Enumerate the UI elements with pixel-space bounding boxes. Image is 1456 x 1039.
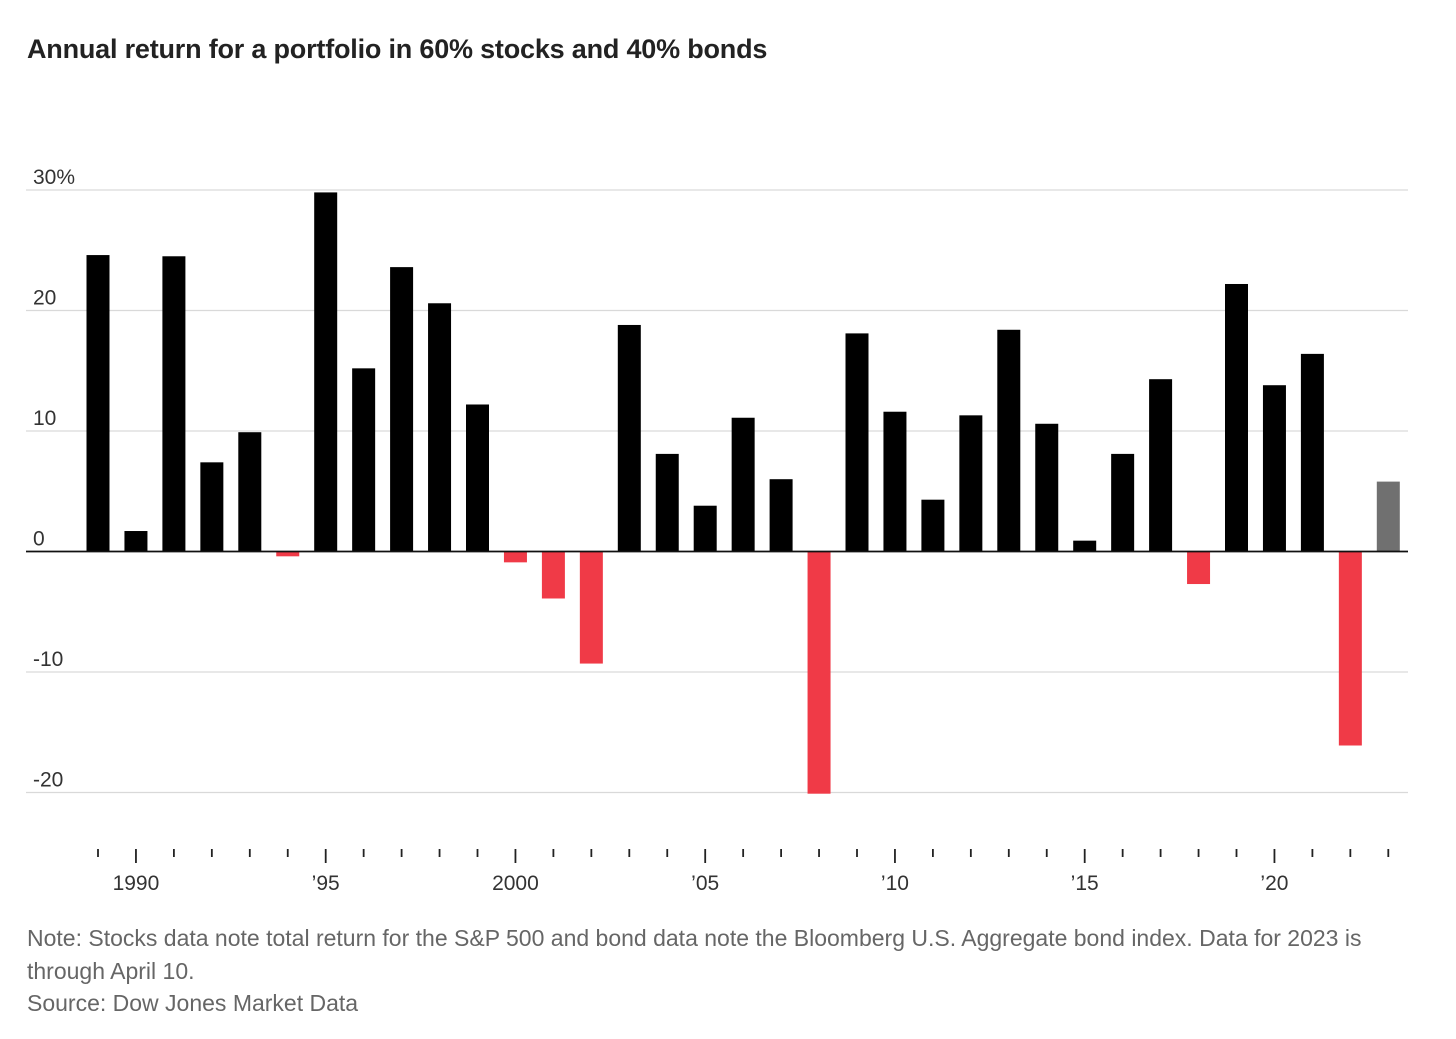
bar-2018 [1187, 551, 1211, 585]
bar-2019 [1225, 283, 1248, 552]
bar-2004 [655, 453, 679, 552]
x-tick-label: 2000 [492, 872, 539, 895]
chart-source: Source: Dow Jones Market Data [27, 990, 359, 1016]
bar-2012 [959, 415, 983, 552]
y-tick-label: 0 [33, 528, 45, 551]
bar-1991 [162, 256, 186, 552]
bar-1995 [314, 192, 338, 552]
y-tick-label: -10 [33, 648, 63, 671]
y-tick-label: 20 [33, 287, 56, 310]
chart-note: Note: Stocks data note total return for … [27, 925, 1362, 984]
bar-2005 [693, 505, 717, 552]
bar-2022 [1338, 551, 1362, 746]
bar-1993 [238, 432, 262, 552]
y-tick-label: 30% [33, 166, 75, 189]
x-tick-label: ’15 [1071, 872, 1099, 895]
bar-1996 [352, 368, 376, 552]
x-tick-label: ’20 [1260, 872, 1288, 895]
bar-1990 [124, 531, 148, 552]
bar-1999 [466, 404, 489, 552]
bar-chart: 30% 20 10 0 -10 -20 1990 ’95 2000 ’05 ’10 ’15 ’20 [26, 166, 1408, 895]
bar-2010 [883, 411, 907, 552]
chart-title: Annual return for a portfolio in 60% sto… [27, 34, 768, 64]
bar-2023 [1376, 481, 1400, 552]
bar-2003 [617, 324, 641, 552]
bars [86, 192, 1400, 794]
x-tick-label: ’05 [691, 872, 719, 895]
bar-2006 [731, 417, 755, 552]
bar-2008 [807, 551, 831, 794]
y-tick-label: -20 [33, 769, 63, 792]
bar-2021 [1300, 353, 1324, 552]
x-tick-label: 1990 [113, 872, 160, 895]
bar-1989 [86, 255, 110, 552]
bar-2016 [1111, 453, 1135, 552]
grid-lines [26, 189, 1408, 794]
bar-1992 [200, 462, 224, 552]
bar-2001 [541, 551, 565, 599]
x-tick-label: ’95 [312, 872, 340, 895]
bar-2020 [1262, 385, 1286, 552]
x-axis-ticks: 1990 ’95 2000 ’05 ’10 ’15 ’20 [97, 849, 1390, 895]
bar-2002 [579, 551, 603, 664]
bar-2017 [1149, 379, 1173, 552]
bar-2013 [997, 329, 1021, 552]
bar-2015 [1073, 540, 1097, 552]
x-tick-label: ’10 [881, 872, 909, 895]
y-tick-label: 10 [33, 407, 56, 430]
y-axis-ticks: 30% 20 10 0 -10 -20 [33, 166, 75, 792]
bar-2014 [1035, 423, 1059, 552]
bar-1998 [428, 303, 452, 552]
bar-1994 [276, 551, 300, 557]
bar-1997 [390, 267, 414, 552]
bar-2000 [503, 551, 527, 563]
bar-2011 [921, 499, 945, 552]
bar-2007 [769, 479, 793, 552]
bar-2009 [845, 333, 869, 552]
